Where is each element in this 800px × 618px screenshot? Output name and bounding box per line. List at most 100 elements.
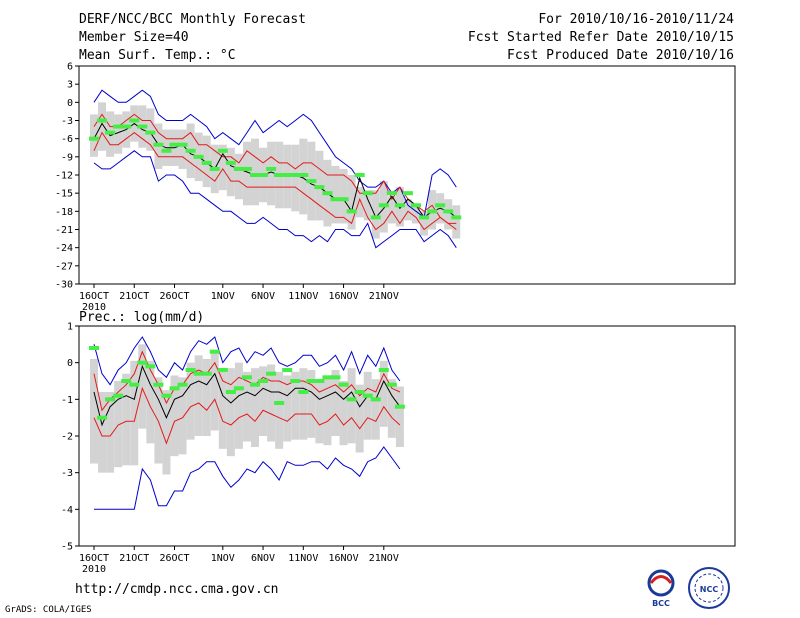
- temp-ytick-label: 6: [67, 62, 73, 73]
- prec-spread-bar: [299, 368, 308, 440]
- temp-observed-marker: [402, 191, 413, 196]
- prec-xtick-label: 11NOV: [288, 553, 318, 564]
- temp-observed-marker: [137, 124, 148, 129]
- temp-observed-marker: [250, 173, 260, 177]
- prec-spread-bar: [146, 360, 155, 444]
- prec-observed-marker: [177, 382, 188, 387]
- prec-spread-bar: [339, 381, 348, 446]
- started-refer-date: Fcst Started Refer Date 2010/10/15: [467, 30, 734, 45]
- temp-observed-marker: [306, 179, 317, 184]
- prec-observed-marker: [217, 368, 228, 372]
- temp-ytick-label: -6: [61, 134, 73, 145]
- temp-observed-marker: [322, 191, 333, 196]
- temp-observed-marker: [290, 173, 301, 177]
- temp-observed-marker: [330, 197, 341, 202]
- temp-observed-marker: [105, 130, 116, 135]
- prec-xtick-label: 16NOV: [328, 553, 358, 564]
- temp-observed-marker: [258, 173, 269, 177]
- prec-observed-marker: [298, 390, 309, 394]
- prec-observed-marker: [193, 371, 204, 376]
- temp-spread-bar: [90, 114, 98, 157]
- prec-observed-marker: [233, 386, 244, 391]
- temp-spread-bar: [420, 211, 429, 236]
- prec-spread-bar: [242, 371, 251, 442]
- temp-spread-bar: [452, 205, 461, 239]
- temp-spread-bar: [226, 147, 235, 197]
- temp-ytick-label: 0: [67, 98, 73, 109]
- prec-observed-marker: [250, 382, 260, 387]
- temp-observed-marker: [451, 215, 462, 220]
- temp-observed-marker: [169, 142, 180, 147]
- prec-spread-bar: [315, 379, 324, 444]
- temp-spread-bar: [363, 190, 372, 221]
- prec-observed-marker: [153, 382, 164, 387]
- prec-spread-bar: [170, 375, 179, 457]
- prec-spread-bar: [194, 355, 203, 436]
- prec-xtick-label: 21OCT: [119, 553, 149, 564]
- temp-observed-marker: [113, 124, 124, 129]
- temp-observed-marker: [153, 142, 164, 147]
- prec-observed-marker: [209, 349, 220, 354]
- prec-observed-marker: [394, 404, 405, 409]
- prec-observed-marker: [241, 375, 252, 380]
- temp-observed-marker: [282, 173, 293, 177]
- temp-spread-bar: [218, 144, 227, 191]
- prec-spread-bar: [363, 371, 372, 440]
- temp-xtick-label: 16OCT: [79, 291, 109, 302]
- prec-spread-bar: [178, 377, 187, 455]
- temp-spread-bar: [242, 141, 251, 206]
- temp-spread-bar: [114, 114, 123, 154]
- prec-observed-marker: [378, 368, 389, 372]
- grads-credit: GrADS: COLA/IGES: [5, 605, 92, 615]
- prec-observed-marker: [169, 386, 180, 391]
- prec-spread-bar: [186, 362, 195, 440]
- temp-spread-bar: [291, 144, 300, 212]
- prec-spread-bar: [259, 366, 268, 436]
- temp-observed-marker: [217, 148, 228, 153]
- prec-ytick-label: 0: [67, 358, 73, 369]
- bcc-logo: BCC: [647, 569, 675, 608]
- prec-spread-bar: [275, 371, 284, 449]
- prec-observed-marker: [113, 393, 124, 398]
- source-url[interactable]: http://cmdp.ncc.cma.gov.cn: [75, 582, 279, 597]
- prec-spread-bar: [331, 370, 340, 436]
- temp-observed-marker: [354, 173, 365, 177]
- temp-ytick-label: -3: [61, 116, 73, 127]
- temp-spread-bar: [412, 205, 420, 224]
- prec-observed-marker: [362, 393, 373, 398]
- prec-spread-bar: [90, 359, 98, 464]
- prec-ytick-label: -3: [61, 468, 73, 479]
- prec-xtick-label: 16OCT: [79, 553, 109, 564]
- temp-ytick-label: -30: [55, 280, 73, 291]
- temp-observed-marker: [274, 173, 285, 177]
- prec-observed-marker: [306, 379, 317, 383]
- ncc-logo: NCC: [688, 567, 730, 609]
- temp-observed-marker: [419, 215, 430, 220]
- prec-observed-marker: [338, 382, 349, 387]
- produced-date: Fcst Produced Date 2010/10/16: [507, 48, 734, 63]
- temp-observed-marker: [427, 209, 438, 214]
- temp-observed-marker: [209, 166, 220, 171]
- temp-spread-bar: [444, 199, 453, 230]
- prec-spread-bar: [122, 373, 131, 466]
- prec-xtick-label: 1NOV: [211, 553, 235, 564]
- temp-xtick-label: 21OCT: [119, 291, 149, 302]
- temp-observed-marker: [298, 173, 309, 177]
- prec-spread-bar: [106, 392, 115, 473]
- prec-spread-bar: [226, 368, 235, 457]
- prec-ytick-label: -2: [61, 432, 73, 443]
- prec-observed-marker: [161, 393, 172, 398]
- prec-observed-marker: [105, 397, 116, 402]
- prec-spread-bar: [323, 375, 332, 446]
- temp-observed-marker: [394, 203, 405, 208]
- prec-spread-bar: [307, 370, 316, 438]
- prec-spread-bar: [251, 368, 259, 447]
- temp-xtick-label: 1NOV: [211, 291, 235, 302]
- prec-spread-bar: [379, 360, 388, 427]
- prec-spread-bar: [234, 362, 243, 449]
- temp-chart-title: Mean Surf. Temp.: °C: [79, 48, 236, 63]
- prec-spread-bar: [291, 371, 300, 440]
- temp-ytick-label: -12: [55, 171, 73, 182]
- prec-xtick-year: 2010: [82, 564, 106, 575]
- temp-xtick-label: 16NOV: [328, 291, 358, 302]
